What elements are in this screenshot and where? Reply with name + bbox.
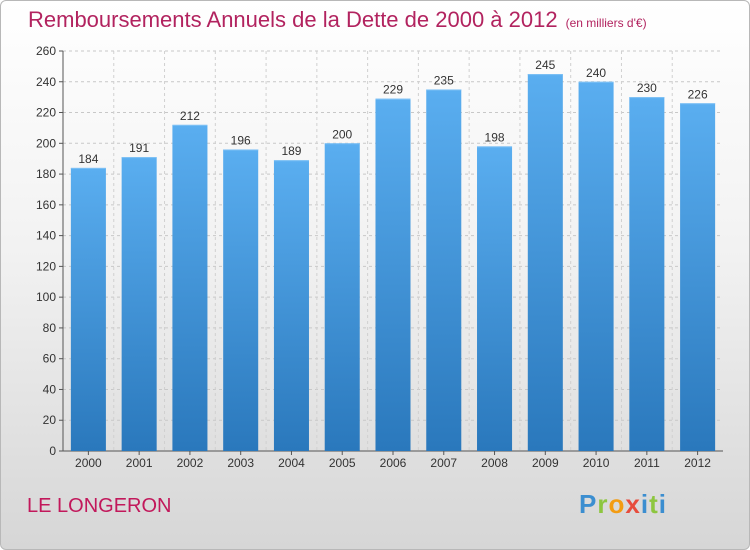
bar-value-label: 240: [586, 66, 606, 80]
bar-value-label: 200: [332, 127, 352, 141]
chart-title-text: Remboursements Annuels de la Dette de 20…: [28, 7, 558, 32]
bar-value-label: 189: [281, 144, 301, 158]
bar: [375, 98, 411, 451]
y-tick-label: 0: [49, 444, 56, 458]
bars: [70, 74, 716, 452]
proxiti-logo: Proxiti: [579, 489, 667, 520]
bar: [527, 74, 563, 452]
labels: 0 20 40 60 80 100 120 140 160 180 200 220 240 260 184 2…: [36, 44, 711, 470]
logo-letter: i: [658, 489, 667, 519]
x-tick-label: 2006: [380, 456, 407, 470]
bar: [629, 97, 665, 452]
y-tick-label: 40: [43, 382, 57, 396]
y-tick-label: 80: [43, 321, 57, 335]
x-tick-label: 2010: [583, 456, 610, 470]
x-tick-label: 2009: [532, 456, 559, 470]
bar-value-label: 226: [688, 87, 708, 101]
bar-value-label: 229: [383, 83, 403, 97]
x-tick-label: 2005: [329, 456, 356, 470]
y-tick-label: 20: [43, 413, 57, 427]
bar-value-label: 230: [637, 81, 657, 95]
bar: [70, 167, 106, 451]
y-tick-label: 200: [36, 136, 56, 150]
bar-value-label: 184: [78, 152, 98, 166]
bar-value-label: 198: [485, 130, 505, 144]
chart-title: Remboursements Annuels de la Dette de 20…: [28, 7, 647, 33]
bar: [426, 89, 462, 451]
y-tick-label: 160: [36, 198, 56, 212]
x-tick-label: 2007: [430, 456, 457, 470]
bar-value-label: 245: [535, 58, 555, 72]
logo-letter: r: [597, 489, 609, 519]
bar: [273, 160, 309, 451]
logo-letter: t: [649, 489, 659, 519]
bar: [324, 143, 360, 452]
y-tick-label: 180: [36, 167, 56, 181]
city-name: LE LONGERON: [27, 495, 172, 517]
y-tick-label: 140: [36, 229, 56, 243]
x-tick-label: 2011: [634, 456, 660, 470]
y-tick-label: 60: [43, 352, 57, 366]
bar: [578, 81, 614, 452]
x-tick-label: 2003: [227, 456, 254, 470]
y-tick-label: 100: [36, 290, 56, 304]
x-tick-label: 2012: [684, 456, 711, 470]
logo-letter: i: [640, 489, 650, 519]
x-tick-label: 2000: [75, 456, 102, 470]
bar: [121, 157, 157, 451]
x-tick-label: 2008: [481, 456, 508, 470]
logo-letter: P: [579, 489, 598, 519]
logo-letter: x: [625, 489, 641, 519]
bar: [477, 146, 513, 451]
bar: [680, 103, 716, 452]
bar-value-label: 196: [231, 133, 251, 147]
logo-letter: o: [608, 489, 626, 519]
x-tick-label: 2001: [126, 456, 153, 470]
bar: [172, 124, 208, 451]
y-tick-label: 260: [36, 44, 56, 58]
x-tick-label: 2002: [177, 456, 204, 470]
bar-value-label: 191: [129, 141, 149, 155]
x-tick-label: 2004: [278, 456, 305, 470]
chart-subtitle: (en milliers d'€): [565, 16, 647, 30]
y-tick-label: 120: [36, 259, 56, 273]
y-tick-label: 240: [36, 75, 56, 89]
bar-value-label: 235: [434, 73, 454, 87]
bar: [223, 149, 259, 451]
y-tick-label: 220: [36, 106, 56, 120]
bar-value-label: 212: [180, 109, 200, 123]
